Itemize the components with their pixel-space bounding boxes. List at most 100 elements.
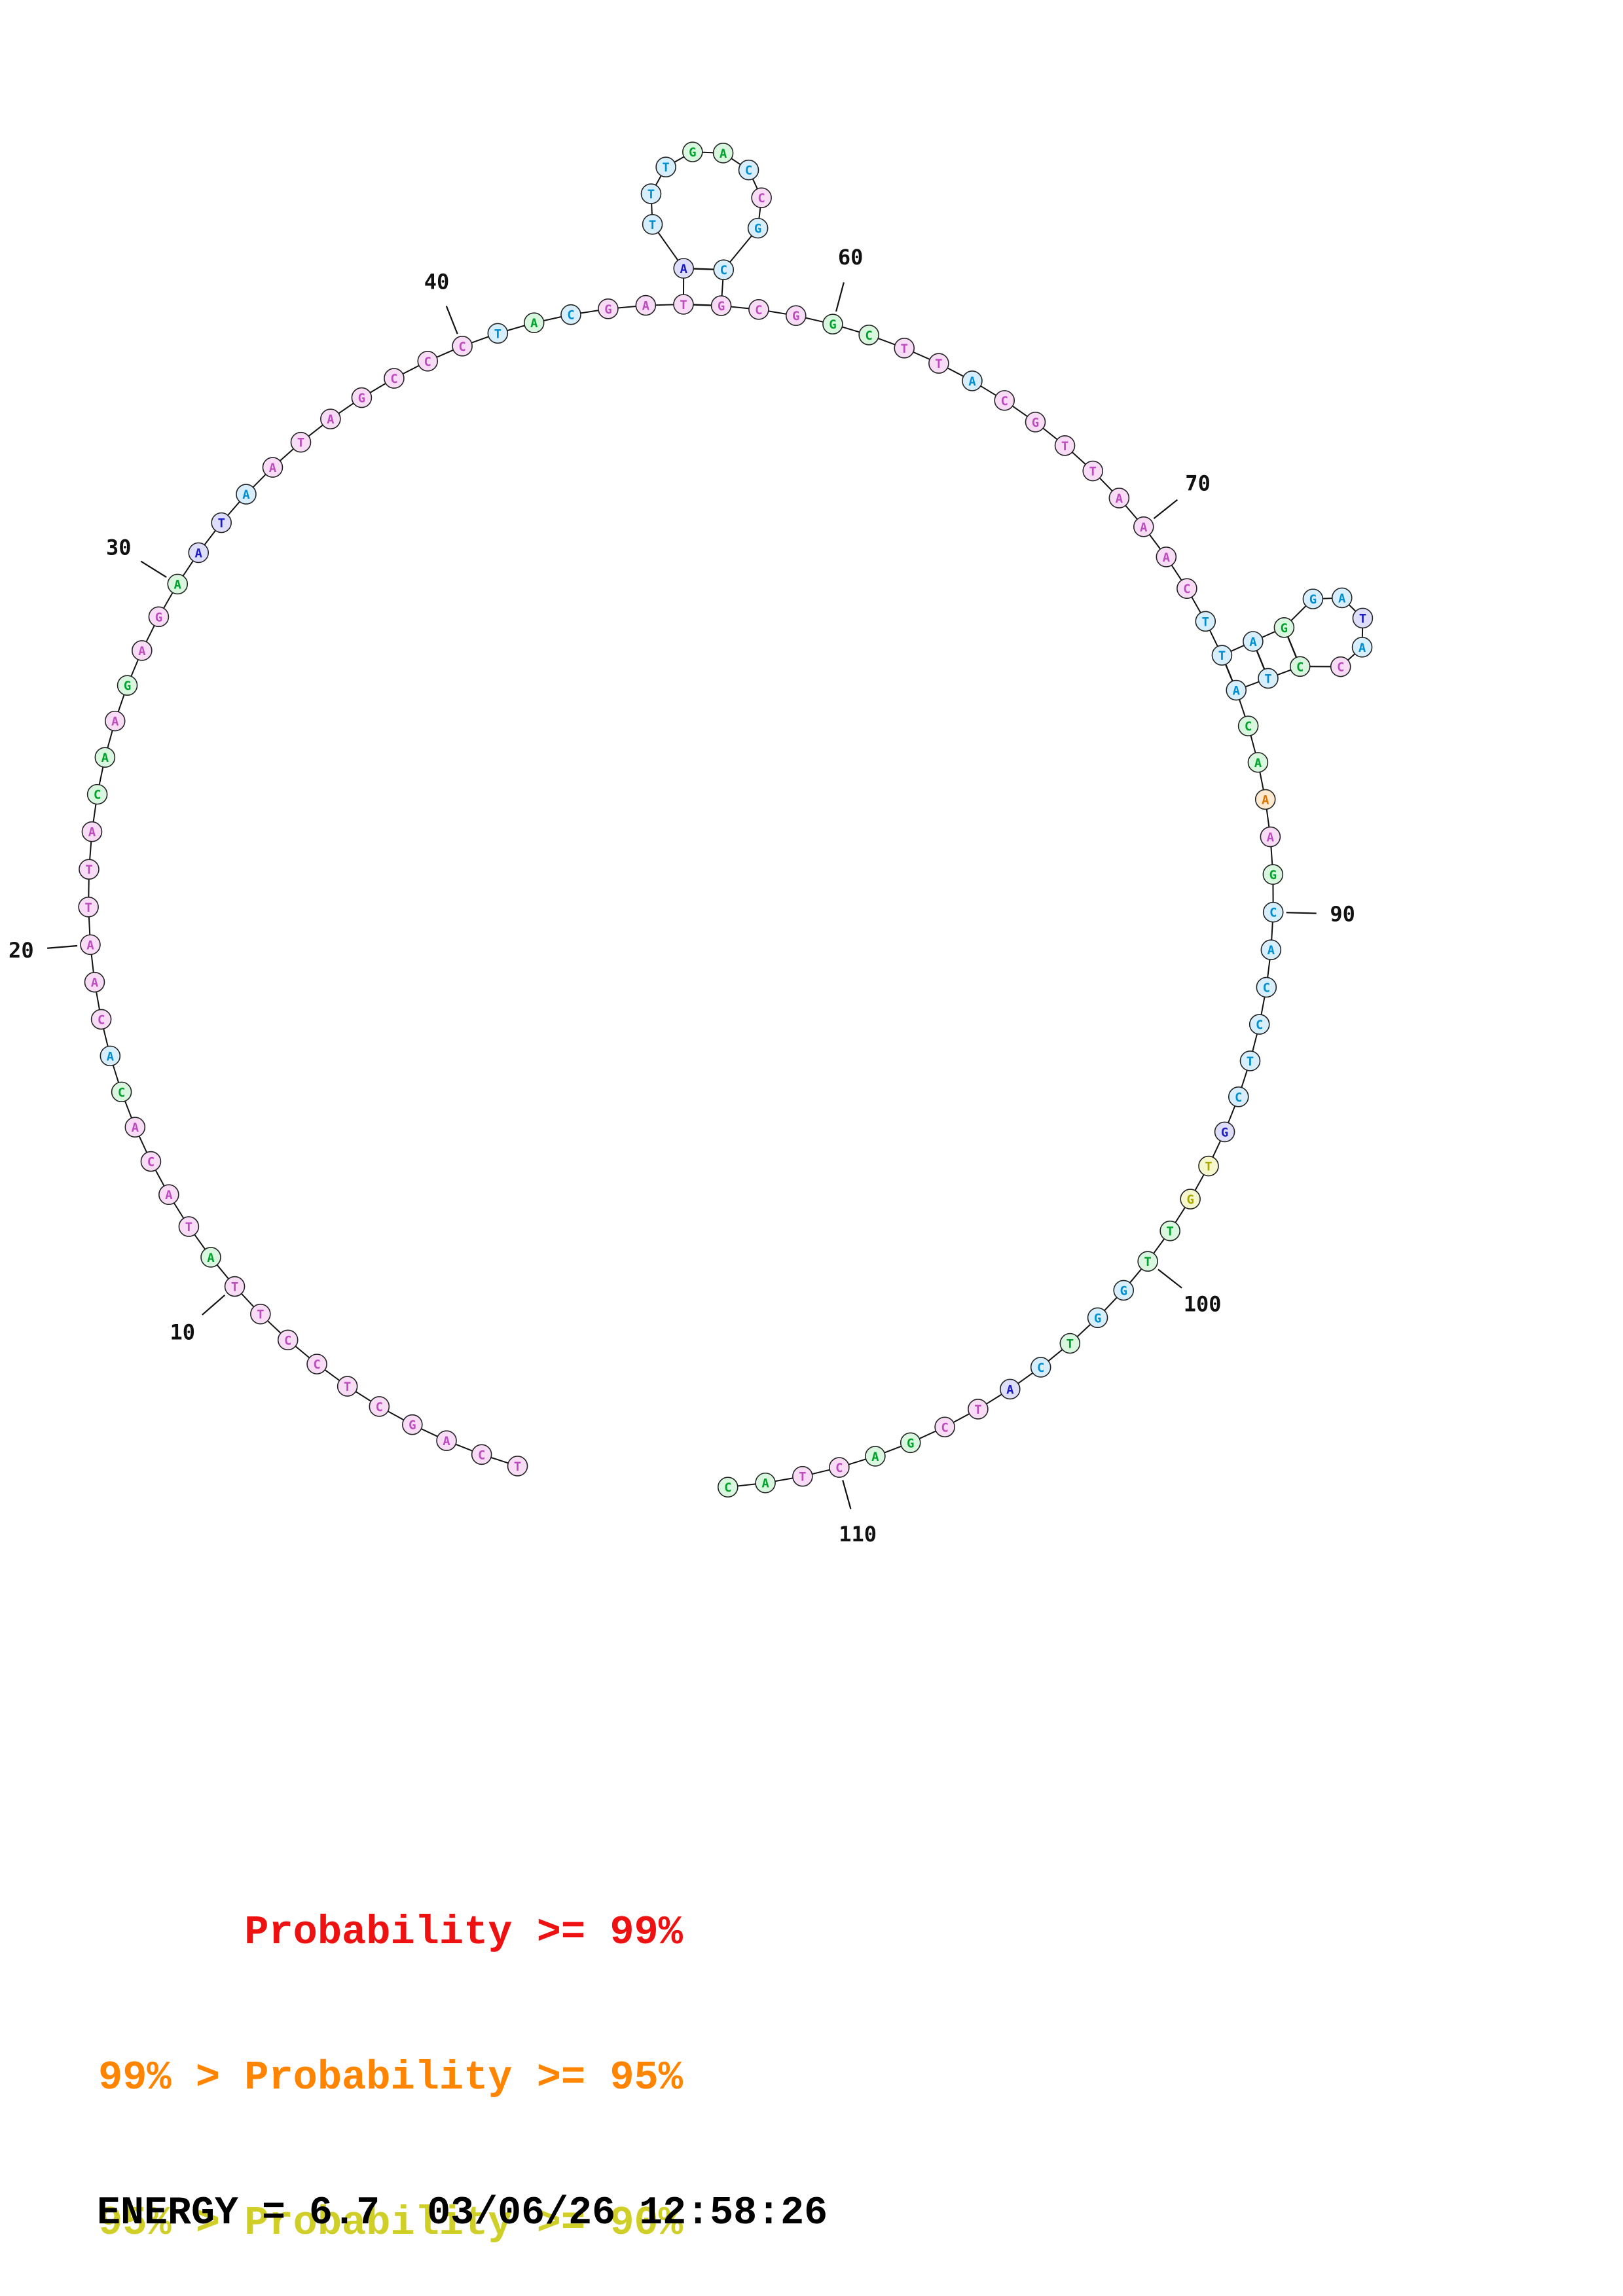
nucleotide-letter: C xyxy=(1337,660,1344,675)
nucleotide-circle xyxy=(822,314,843,335)
nucleotide-circle xyxy=(94,747,116,768)
nucleotide-letter: C xyxy=(1235,1090,1242,1105)
nucleotide: A xyxy=(865,1446,886,1467)
nucleotide: G xyxy=(1087,1307,1108,1329)
nucleotide-circle xyxy=(1262,864,1284,885)
nucleotide-circle xyxy=(211,512,232,533)
nucleotide-circle xyxy=(81,821,103,842)
nucleotide-letter: T xyxy=(1218,649,1226,663)
nucleotide-letter: C xyxy=(1245,719,1252,734)
nucleotide-letter: A xyxy=(642,299,650,314)
nucleotide: A xyxy=(523,312,545,334)
nucleotide-letter: C xyxy=(98,1013,105,1027)
nucleotide-circle xyxy=(999,1378,1021,1400)
nucleotide-circle xyxy=(747,217,769,239)
nucleotide-letter: T xyxy=(974,1403,981,1417)
nucleotide: A xyxy=(80,934,101,956)
nucleotide-circle xyxy=(320,408,341,429)
nucleotide-circle xyxy=(829,1457,850,1478)
nucleotide-letter: A xyxy=(1163,550,1171,565)
nucleotide-circle xyxy=(1247,752,1269,773)
nucleotide: T xyxy=(1054,435,1076,456)
nucleotide-letter: A xyxy=(1140,520,1148,535)
nucleotide-circle xyxy=(1302,588,1324,609)
nucleotide: T xyxy=(792,1465,813,1487)
legend-row-p95: 99% > Probability >= 95% xyxy=(98,2054,683,2101)
position-label: 100 xyxy=(1184,1291,1222,1316)
nucleotide-circle xyxy=(290,431,312,453)
nucleotide: T xyxy=(1159,1220,1180,1242)
nucleotide-circle xyxy=(250,1303,271,1325)
nucleotide: T xyxy=(968,1399,989,1420)
nucleotide-circle xyxy=(236,484,257,505)
nucleotide: C xyxy=(934,1416,955,1438)
nucleotide-circle xyxy=(1260,939,1282,961)
nucleotide-letter: T xyxy=(1166,1225,1173,1239)
nucleotide-letter: T xyxy=(1264,672,1271,686)
nucleotide-letter: A xyxy=(111,715,119,729)
nucleotide-circle xyxy=(80,934,101,956)
nucleotide-letter: A xyxy=(194,546,202,560)
nucleotide-circle xyxy=(751,187,772,208)
nucleotide-letter: C xyxy=(147,1155,155,1170)
nucleotide: T xyxy=(211,512,232,533)
nucleotide: T xyxy=(1198,1155,1219,1177)
nucleotide-letter: A xyxy=(207,1251,215,1265)
position-tick xyxy=(1158,1268,1182,1289)
nucleotide: T xyxy=(655,156,676,177)
nucleotide: A xyxy=(188,542,210,564)
nucleotide-letter: T xyxy=(297,436,304,450)
nucleotide-letter: A xyxy=(680,262,687,276)
nucleotide-circle xyxy=(104,710,126,732)
nucleotide: C xyxy=(1262,901,1284,923)
nucleotide-letter: C xyxy=(1000,394,1008,408)
nucleotide: G xyxy=(785,305,807,327)
nucleotide: C xyxy=(751,187,772,208)
nucleotide-letter: C xyxy=(376,1400,383,1414)
nucleotide-letter: T xyxy=(217,516,225,531)
nucleotide-circle xyxy=(748,299,769,320)
nucleotide-letter: G xyxy=(1120,1283,1127,1298)
nucleotide-letter: A xyxy=(871,1450,879,1464)
nucleotide: T xyxy=(507,1456,528,1477)
nucleotide-letter: A xyxy=(1116,492,1123,506)
nucleotide: A xyxy=(94,747,116,768)
nucleotide: A xyxy=(320,408,341,429)
nucleotide-circle xyxy=(1243,631,1264,652)
nucleotide-circle xyxy=(1054,435,1076,456)
nucleotide-letter: T xyxy=(1202,615,1209,629)
nucleotide-circle xyxy=(712,143,734,164)
nucleotide-circle xyxy=(710,295,732,316)
nucleotide-letter: C xyxy=(313,1357,320,1372)
nucleotide: C xyxy=(994,390,1015,411)
nucleotide-letter: G xyxy=(1269,868,1277,882)
nucleotide: G xyxy=(1180,1189,1201,1210)
nucleotide-circle xyxy=(402,1414,423,1435)
nucleotide-letter: G xyxy=(689,145,696,160)
nucleotide-circle xyxy=(1180,1189,1201,1210)
nucleotide-circle xyxy=(934,1416,955,1438)
nucleotide: C xyxy=(1176,578,1197,599)
nucleotide-letter: T xyxy=(257,1308,264,1322)
nucleotide: T xyxy=(673,294,694,315)
nucleotide: T xyxy=(1352,607,1374,629)
nucleotide-letter: C xyxy=(458,340,465,354)
nucleotide-letter: C xyxy=(1037,1361,1044,1375)
nucleotide-letter: C xyxy=(757,191,765,206)
nucleotide-letter: A xyxy=(443,1434,450,1448)
nucleotide: A xyxy=(1247,752,1269,773)
nucleotide-letter: T xyxy=(662,160,669,175)
nucleotide-circle xyxy=(78,896,99,918)
nucleotide-letter: A xyxy=(107,1049,115,1064)
nucleotide: G xyxy=(598,298,619,319)
nucleotide-letter: G xyxy=(907,1436,914,1450)
nucleotide-circle xyxy=(1289,656,1311,677)
nucleotide: C xyxy=(713,259,735,281)
nucleotide-circle xyxy=(1237,715,1259,736)
nucleotide-letter: C xyxy=(118,1085,125,1100)
nucleotide-circle xyxy=(1211,645,1233,666)
nucleotide-circle xyxy=(306,1354,327,1374)
nucleotide-circle xyxy=(1059,1333,1081,1354)
nucleotide: A xyxy=(1260,826,1281,848)
nucleotide: G xyxy=(822,314,843,335)
